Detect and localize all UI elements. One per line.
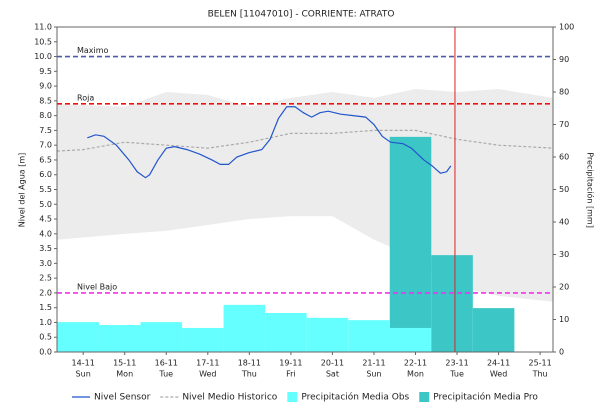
x-tick-label: 22-11: [404, 359, 427, 368]
bar: [389, 327, 432, 352]
y-tick-label: 1.5: [39, 303, 52, 312]
y-tick-label: 3.0: [39, 259, 52, 268]
line: [56, 129, 554, 152]
y-axis-label: Nivel del Agua [m]: [18, 153, 27, 228]
x-tick-weekday: Tue: [158, 370, 173, 379]
x-tick-weekday: Tue: [449, 370, 464, 379]
bar: [472, 308, 515, 352]
legend-label: Precipitación Media Obs: [301, 392, 409, 403]
y-tick-label: 10.5: [34, 37, 52, 46]
y2-tick-label: 20: [559, 283, 569, 292]
x-tick-label: 20-11: [321, 359, 344, 368]
x-tick-weekday: Fri: [286, 370, 296, 379]
chart-title: BELEN [11047010] - CORRIENTE: ATRATO: [208, 10, 395, 20]
y2-tick-label: 10: [559, 315, 569, 324]
y2-tick-label: 50: [559, 185, 569, 194]
bar: [140, 322, 183, 352]
x-tick-label: 21-11: [362, 359, 385, 368]
x-tick-label: 23-11: [445, 359, 468, 368]
y-tick-label: 10.0: [34, 52, 52, 61]
x-tick-weekday: Sun: [366, 370, 381, 379]
line: [87, 106, 452, 179]
legend-label: Nivel Medio Historico: [182, 393, 277, 403]
y-tick-label: 6.5: [39, 155, 52, 164]
bar: [389, 136, 432, 352]
bar: [265, 313, 307, 352]
x-tick-weekday: Thu: [241, 370, 257, 379]
legend-label: Precipitación Media Pro: [433, 392, 538, 403]
x-tick-weekday: Thu: [532, 370, 548, 379]
x-tick-weekday: Sun: [76, 370, 91, 379]
reference-label: Maximo: [77, 46, 109, 55]
x-tick-label: 15-11: [113, 359, 136, 368]
y-tick-label: 2.0: [39, 288, 52, 297]
x-tick-label: 17-11: [196, 359, 219, 368]
y-tick-label: 8.0: [39, 111, 52, 120]
y-tick-label: 4.5: [39, 215, 52, 224]
y-tick-label: 6.0: [39, 170, 52, 179]
bar: [306, 317, 349, 352]
y2-tick-label: 30: [559, 250, 569, 259]
y-tick-label: 3.5: [39, 244, 52, 253]
y2-tick-label: 60: [559, 153, 569, 162]
y-tick-label: 8.5: [39, 96, 52, 105]
y-tick-label: 0.5: [39, 333, 52, 342]
y-tick-label: 5.5: [39, 185, 52, 194]
x-tick-weekday: Mon: [116, 370, 133, 379]
y-tick-label: 2.5: [39, 274, 52, 283]
bar: [223, 304, 266, 352]
x-tick-label: 19-11: [279, 359, 302, 368]
y2-tick-label: 80: [559, 88, 569, 97]
y-tick-label: 9.5: [39, 67, 52, 76]
y-tick-label: 11.0: [34, 23, 52, 32]
y-tick-label: 7.0: [39, 141, 52, 150]
x-tick-label: 14-11: [72, 359, 95, 368]
x-tick-weekday: Wed: [199, 370, 216, 379]
x-tick-weekday: Wed: [490, 370, 507, 379]
y-tick-label: 9.0: [39, 82, 52, 91]
y-tick-label: 5.0: [39, 200, 52, 209]
x-tick-label: 18-11: [238, 359, 261, 368]
legend-swatch: [419, 392, 430, 402]
y-tick-label: 0.0: [39, 348, 52, 357]
bar: [348, 320, 390, 352]
reference-label: Nivel Bajo: [77, 282, 117, 291]
x-tick-weekday: Sat: [326, 370, 339, 379]
legend-label: Nivel Sensor: [94, 393, 151, 403]
x-tick-label: 24-11: [487, 359, 510, 368]
y2-axis-label: Precipitación [mm]: [586, 152, 596, 228]
y2-tick-label: 90: [559, 55, 569, 64]
bar: [431, 255, 473, 352]
y-tick-label: 4.0: [39, 229, 52, 238]
bar: [98, 325, 141, 352]
legend-swatch: [287, 392, 298, 402]
y2-tick-label: 100: [559, 23, 574, 32]
bar: [57, 322, 99, 352]
y2-tick-label: 0: [559, 348, 564, 357]
x-tick-weekday: Mon: [407, 370, 424, 379]
x-tick-label: 25-11: [528, 359, 551, 368]
x-tick-label: 16-11: [155, 359, 178, 368]
y-tick-label: 1.0: [39, 318, 52, 327]
bar: [182, 327, 224, 352]
y2-tick-label: 70: [559, 120, 569, 129]
y2-tick-label: 40: [559, 218, 569, 227]
y-tick-label: 7.5: [39, 126, 52, 135]
reference-label: Roja: [77, 93, 94, 102]
